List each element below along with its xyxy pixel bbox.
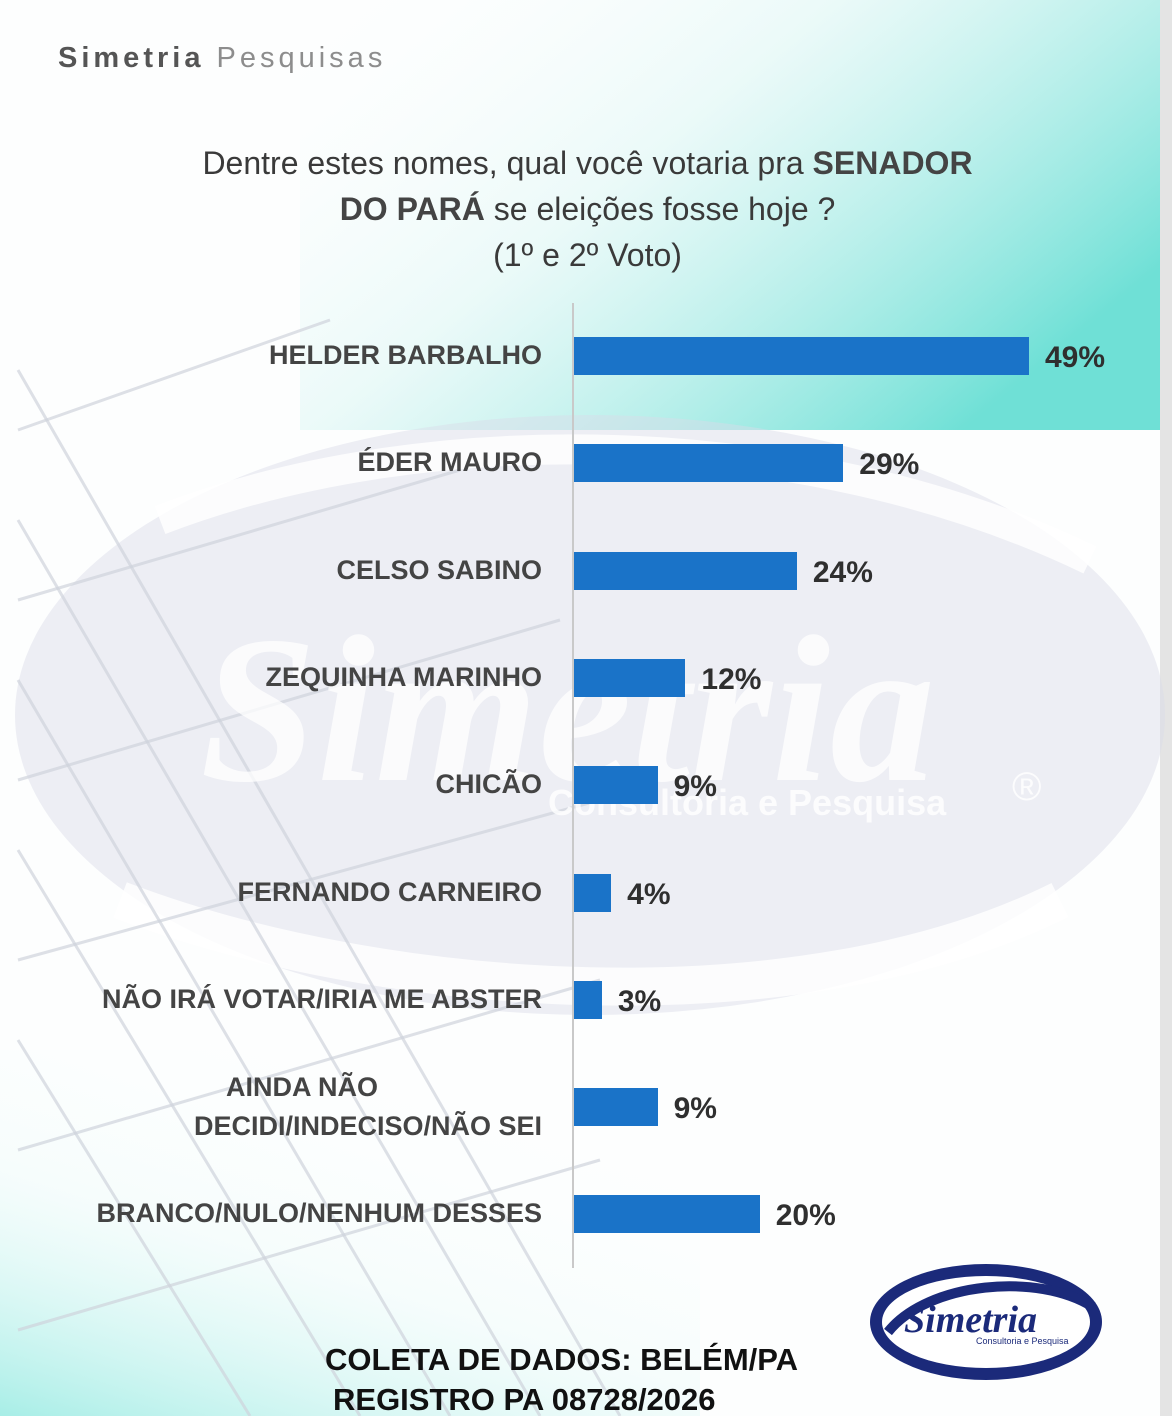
brand-header: Simetria Pesquisas: [58, 42, 386, 75]
bar: [574, 658, 686, 697]
value-label: 29%: [859, 448, 920, 482]
value-label: 49%: [1045, 341, 1106, 374]
category-label: ZEQUINHA MARINHO: [265, 661, 543, 692]
bar: [574, 1195, 760, 1234]
category-label: NÃO IRÁ VOTAR/IRIA ME ABSTER: [101, 983, 542, 1014]
brand-name-part1: Simetria: [58, 42, 205, 74]
bar: [574, 873, 612, 912]
watermark-word: Simetria: [200, 594, 935, 826]
logo-sub: Consultoria e Pesquisa: [976, 1336, 1069, 1346]
category-label: ÉDER MAURO: [357, 447, 542, 478]
chart-axis-line: [572, 303, 574, 1268]
value-label: 24%: [812, 555, 873, 589]
title-bold-b: DO PARÁ: [339, 191, 485, 227]
bar: [574, 551, 797, 590]
bar: [574, 444, 844, 483]
title-subtitle: (1º e 2º Voto): [493, 237, 682, 273]
value-label: 9%: [673, 770, 717, 804]
footer-line2: REGISTRO PA 08728/2026: [333, 1382, 716, 1416]
title-bold-a: SENADOR: [812, 145, 973, 181]
category-label: FERNANDO CARNEIRO: [237, 876, 542, 907]
category-label: CELSO SABINO: [336, 554, 542, 585]
category-label: AINDA NÃO DECIDI/INDECISO/NÃO SEI: [193, 1072, 542, 1142]
logo-word: Simetria: [904, 1299, 1037, 1341]
title-text-a: Dentre estes nomes, qual você votaria pr…: [202, 145, 813, 181]
bar: [574, 1088, 658, 1127]
watermark-reg: ®: [1012, 765, 1041, 809]
category-label: CHICÃO: [435, 769, 543, 800]
bar: [574, 980, 602, 1019]
category-label: HELDER BARBALHO: [269, 340, 542, 370]
value-label: 4%: [627, 877, 671, 911]
value-label: 12%: [701, 662, 762, 696]
footer: COLETA DE DADOS: BELÉM/PA REGISTRO PA 08…: [325, 1340, 798, 1416]
bar: [574, 766, 658, 805]
brand-name-part2: Pesquisas: [216, 42, 387, 74]
footer-line1: COLETA DE DADOS: BELÉM/PA: [325, 1342, 799, 1377]
bar: [574, 337, 1029, 375]
chart-title: Dentre estes nomes, qual você votaria pr…: [120, 140, 1055, 278]
value-label: 3%: [617, 984, 662, 1018]
value-label: 9%: [673, 1092, 717, 1126]
value-label: 20%: [775, 1199, 836, 1233]
simetria-logo: Simetria Consultoria e Pesquisa: [870, 1264, 1102, 1380]
decorative-grid: [16, 318, 622, 1416]
category-label: BRANCO/NULO/NENHUM DESSES: [96, 1198, 542, 1229]
title-text-b: se eleições fosse hoje ?: [484, 191, 836, 227]
